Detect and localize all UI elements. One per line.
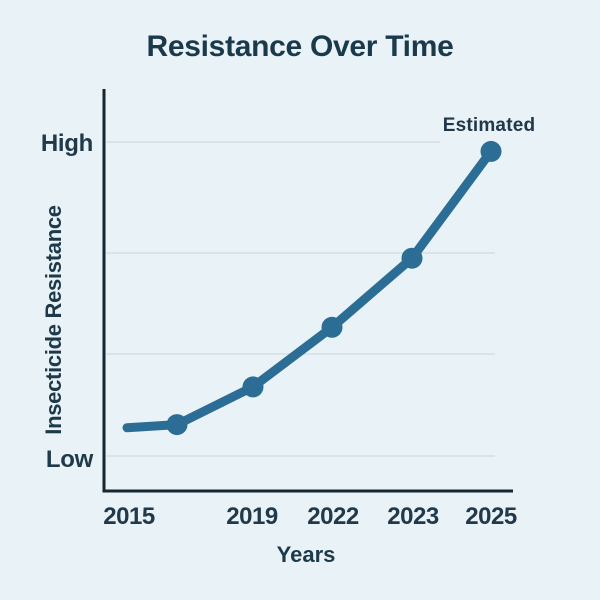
resistance-line — [122, 146, 496, 433]
chart-title: Resistance Over Time — [146, 30, 454, 63]
y-axis-title: Insecticide Resistance — [41, 205, 66, 435]
data-point — [242, 376, 264, 398]
y-axis-low-label: Low — [45, 446, 93, 473]
x-tick-label: 2023 — [387, 503, 439, 530]
data-point — [401, 247, 423, 269]
x-tick-label: 2025 — [465, 503, 517, 530]
estimated-annotation: Estimated — [442, 115, 536, 136]
x-axis-title: Years — [276, 542, 336, 567]
data-point — [166, 414, 188, 436]
data-point — [480, 140, 502, 162]
y-axis-high-label: High — [40, 130, 93, 157]
axes-lines — [102, 89, 513, 493]
x-tick-label: 2015 — [103, 503, 155, 530]
x-tick-label: 2022 — [307, 503, 359, 530]
x-tick-label: 2019 — [226, 503, 278, 530]
data-point — [321, 316, 343, 338]
